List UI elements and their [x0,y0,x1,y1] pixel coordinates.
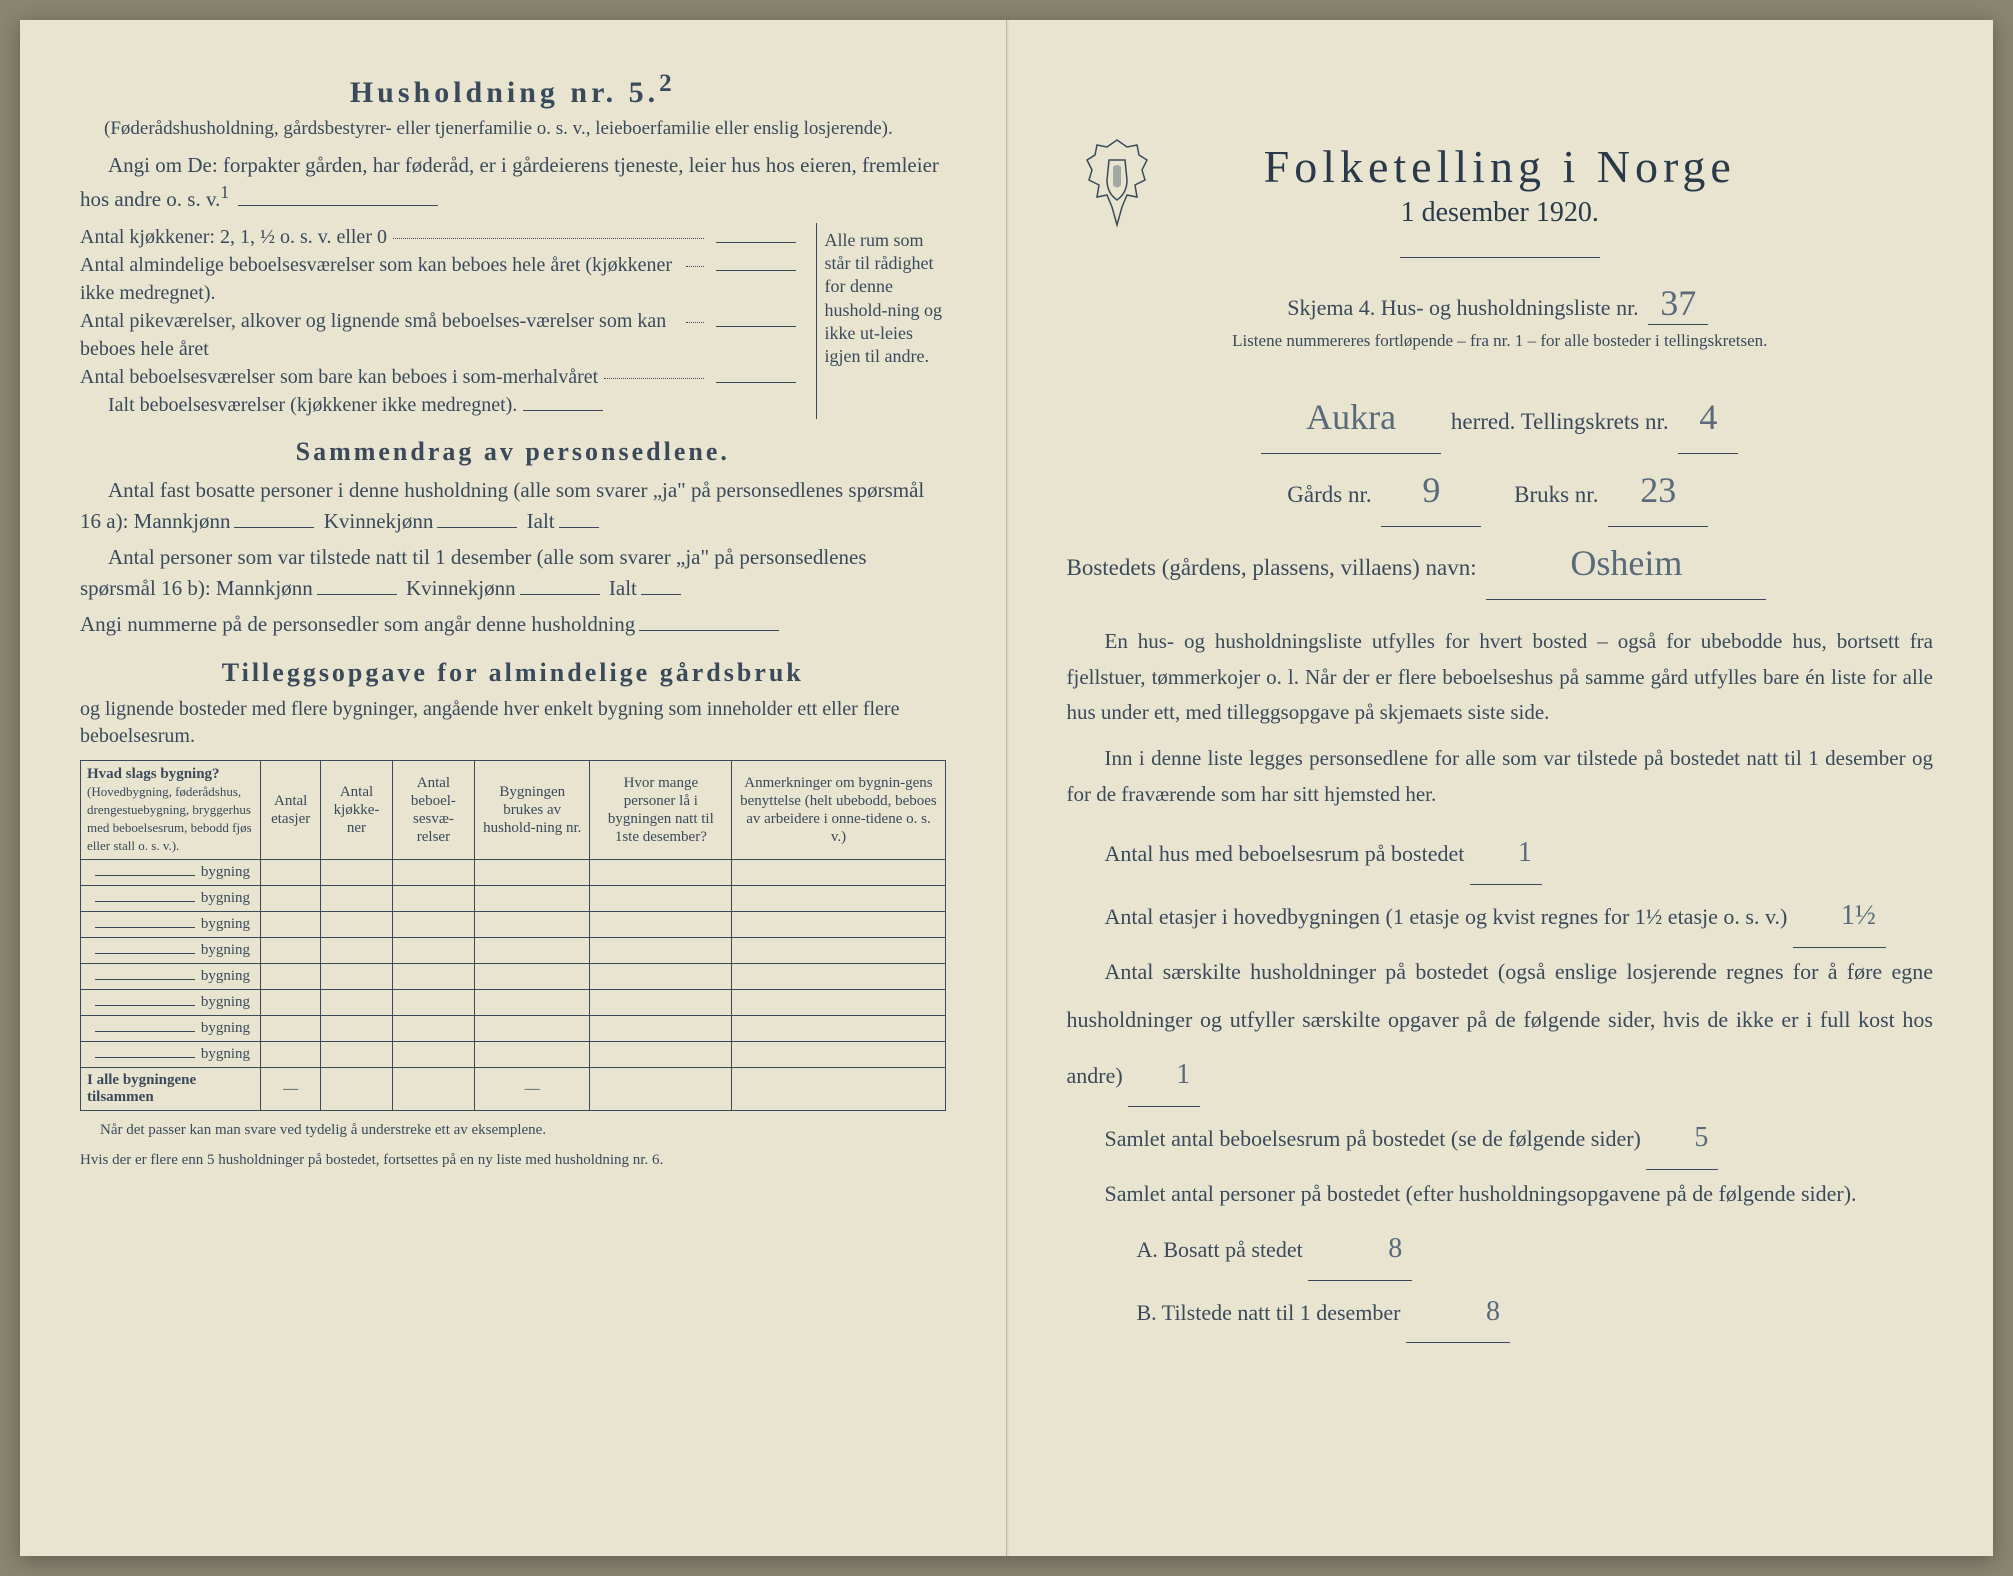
th-household: Bygningen brukes av hushold-ning nr. [475,761,590,860]
tillegg-title: Tilleggsopgave for almindelige gårdsbruk [80,658,946,688]
bruks-nr-value: 23 [1608,454,1708,527]
schema-nr-value: 37 [1648,282,1708,325]
tilstede-value: 8 [1406,1281,1510,1344]
left-page: Husholdning nr. 5.2 (Føderådshusholdning… [20,20,1007,1556]
samlet-personer-line: Samlet antal personer på bostedet (efter… [1067,1170,1934,1218]
tillegg-intro: og lignende bosteder med flere bygninger… [80,696,946,750]
angi-nummer: Angi nummerne på de personsedler som ang… [80,609,946,641]
table-row: bygning [81,886,946,912]
antal-hushold-value: 1 [1128,1044,1200,1107]
building-table: Hvad slags bygning? (Hovedbygning, føder… [80,760,946,1111]
household-5-note: (Føderådshusholdning, gårdsbestyrer- ell… [80,116,946,142]
th-notes: Anmerkninger om bygnin-gens benyttelse (… [732,761,945,860]
th-persons: Hvor mange personer lå i bygningen natt … [590,761,732,860]
antal-hushold-line: Antal særskilte husholdninger på bostede… [1067,948,1934,1107]
footer-note-2: Hvis der er flere enn 5 husholdninger på… [80,1151,946,1171]
room-list: Antal kjøkkener: 2, 1, ½ o. s. v. eller … [80,223,796,419]
table-row: bygning [81,1016,946,1042]
census-date: 1 desember 1920. [1067,197,1934,229]
title-sup: 2 [659,70,676,97]
table-total-row: I alle bygningene tilsammen—— [81,1068,946,1111]
main-title: Folketelling i Norge [1067,140,1934,193]
table-row: bygning [81,912,946,938]
th-rooms: Antal beboel-sesvæ-relser [392,761,475,860]
row-summer-rooms: Antal beboelsesværelser som bare kan beb… [80,363,796,391]
angi-om-de: Angi om De: forpakter gården, har føderå… [80,150,946,215]
angi-sup: 1 [220,182,229,202]
footer-note-1: Når det passer kan man svare ved tydelig… [80,1121,946,1141]
bosted-value: Osheim [1486,527,1766,600]
table-body: bygning bygning bygning bygning bygning … [81,860,946,1111]
title-text: Husholdning nr. 5. [350,76,659,109]
bosted-line: Bostedets (gårdens, plassens, villaens) … [1067,527,1934,600]
antal-hus-value: 1 [1470,822,1542,885]
row-rooms-year: Antal almindelige beboelsesværelser som … [80,251,796,307]
instructions-p2: Inn i denne liste legges personsedlene f… [1067,741,1934,812]
bosatt-line: A. Bosatt på stedet 8 [1067,1218,1934,1281]
divider [1400,257,1600,258]
schema-line: Skjema 4. Hus- og husholdningsliste nr. … [1067,282,1934,325]
listene-note: Listene nummereres fortløpende – fra nr.… [1067,331,1934,351]
angi-blank [238,205,438,206]
krets-nr-value: 4 [1678,381,1738,454]
row-maid-rooms: Antal pikeværelser, alkover og lignende … [80,307,796,363]
angi-text: Angi om De: forpakter gården, har føderå… [80,153,939,211]
gards-line: Gårds nr. 9 Bruks nr. 23 [1067,454,1934,527]
antal-hus-line: Antal hus med beboelsesrum på bostedet 1 [1067,822,1934,885]
instructions-p1: En hus- og husholdningsliste utfylles fo… [1067,624,1934,731]
row-total-rooms: Ialt beboelsesværelser (kjøkkener ikke m… [80,391,796,419]
table-row: bygning [81,990,946,1016]
antal-etasjer-value: 1½ [1793,885,1886,948]
antal-etasjer-line: Antal etasjer i hovedbygningen (1 etasje… [1067,885,1934,948]
table-row: bygning [81,938,946,964]
tilstede-line: B. Tilstede natt til 1 desember 8 [1067,1281,1934,1344]
th-kitchens: Antal kjøkke-ner [321,761,392,860]
room-count-block: Antal kjøkkener: 2, 1, ½ o. s. v. eller … [80,223,946,419]
bosatt-value: 8 [1308,1218,1412,1281]
samlet-rum-value: 5 [1646,1107,1718,1170]
sammendrag-title: Sammendrag av personsedlene. [80,437,946,467]
th-type: Hvad slags bygning? (Hovedbygning, føder… [81,761,261,860]
sammendrag-p1: Antal fast bosatte personer i denne hush… [80,475,946,538]
herred-line: Aukra herred. Tellingskrets nr. 4 [1067,381,1934,454]
sammendrag-p2: Antal personer som var tilstede natt til… [80,542,946,605]
table-row: bygning [81,1042,946,1068]
coat-of-arms-icon [1077,135,1157,235]
samlet-rum-line: Samlet antal beboelsesrum på bostedet (s… [1067,1107,1934,1170]
th-floors: Antal etasjer [261,761,321,860]
table-row: bygning [81,964,946,990]
bracket-note: Alle rum som står til rådighet for denne… [816,223,946,419]
gards-nr-value: 9 [1381,454,1481,527]
right-page: Folketelling i Norge 1 desember 1920. Sk… [1007,20,1994,1556]
row-kitchens: Antal kjøkkener: 2, 1, ½ o. s. v. eller … [80,223,796,251]
table-head: Hvad slags bygning? (Hovedbygning, føder… [81,761,946,860]
table-row: bygning [81,860,946,886]
herred-value: Aukra [1261,381,1441,454]
household-5-title: Husholdning nr. 5.2 [80,70,946,110]
census-document: Husholdning nr. 5.2 (Føderådshusholdning… [20,20,1993,1556]
